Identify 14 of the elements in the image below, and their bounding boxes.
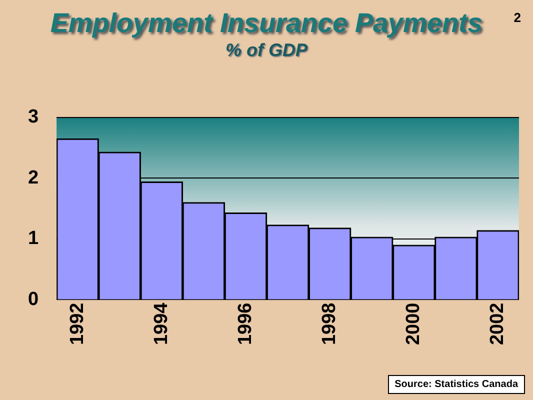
chart-title: Employment Insurance Payments xyxy=(50,8,483,38)
x-tick-label: 1994 xyxy=(150,302,172,346)
x-tick-label: 1996 xyxy=(234,302,256,346)
x-tick-label: 1992 xyxy=(66,302,88,346)
y-tick-label: 1 xyxy=(28,228,39,250)
y-tick-label: 3 xyxy=(28,106,39,128)
chart-subtitle: % of GDP xyxy=(224,40,308,61)
x-tick-label: 1998 xyxy=(319,302,340,346)
text: 2 xyxy=(514,10,521,25)
y-tick-label: 0 xyxy=(28,288,39,310)
x-tick-label: 2002 xyxy=(487,302,508,346)
y-tick-label: 2 xyxy=(28,167,39,188)
source-note: Source: Statistics Canada xyxy=(388,375,525,394)
x-tick-label: 2000 xyxy=(403,302,424,346)
